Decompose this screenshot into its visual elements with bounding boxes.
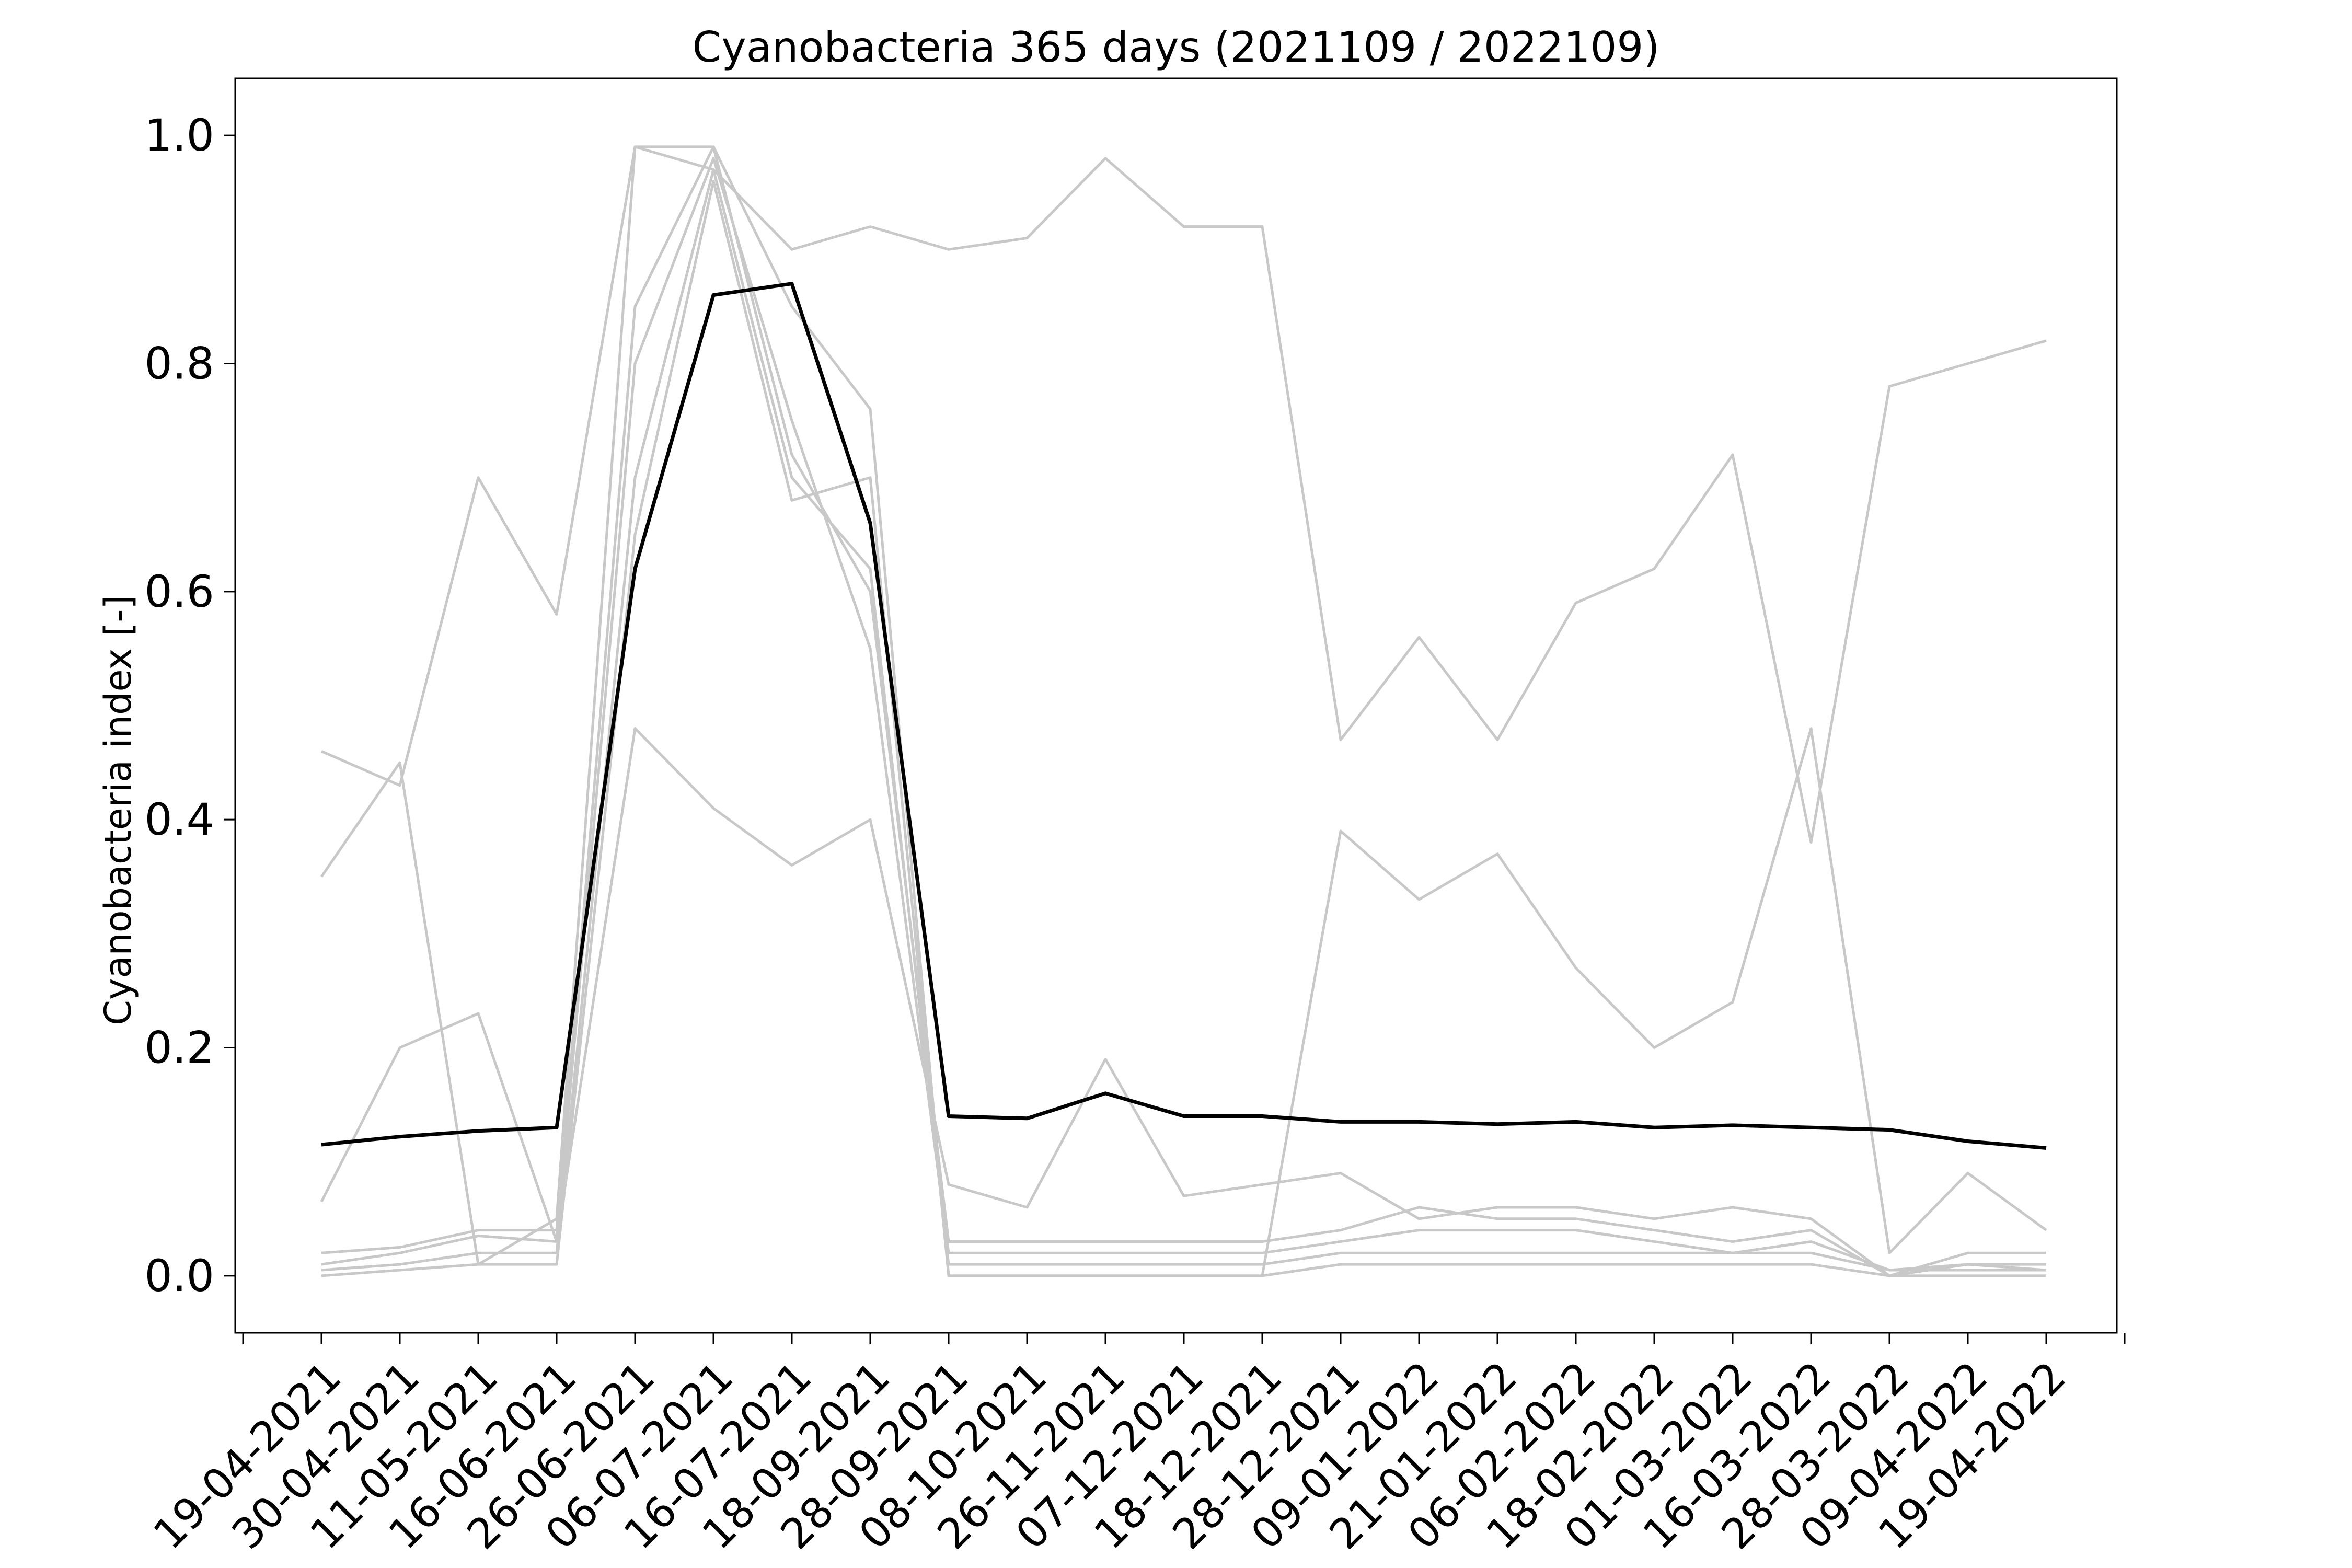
y-tick-label: 0.0 [144, 1250, 214, 1301]
y-tick-label: 0.2 [144, 1022, 214, 1074]
chart-title: Cyanobacteria 365 days (2021109 / 202210… [692, 23, 1659, 72]
y-tick-label: 0.6 [144, 566, 214, 617]
series-layer [320, 145, 2047, 1277]
series-line-1 [321, 145, 2047, 844]
y-axis-label: Cyanobacteria index [-] [97, 595, 140, 1025]
y-tick-label: 1.0 [144, 110, 214, 161]
series-line-mean [321, 282, 2047, 1150]
series-line-4 [321, 145, 2046, 1277]
plot-frame [234, 77, 2118, 1334]
y-axis: 0.0 0.2 0.4 0.6 0.8 1.0 [144, 110, 235, 1301]
y-tick-label: 0.4 [144, 794, 214, 845]
series-line-5 [321, 157, 2047, 1272]
series-line-6 [321, 168, 2046, 1272]
series-line-7 [321, 179, 2046, 1277]
x-axis: 19-04-202130-04-202111-05-202116-06-2021… [144, 1333, 2126, 1559]
y-tick-label: 0.8 [144, 338, 214, 389]
series-line-3 [320, 727, 2046, 1277]
series-line-2 [320, 145, 2047, 1277]
